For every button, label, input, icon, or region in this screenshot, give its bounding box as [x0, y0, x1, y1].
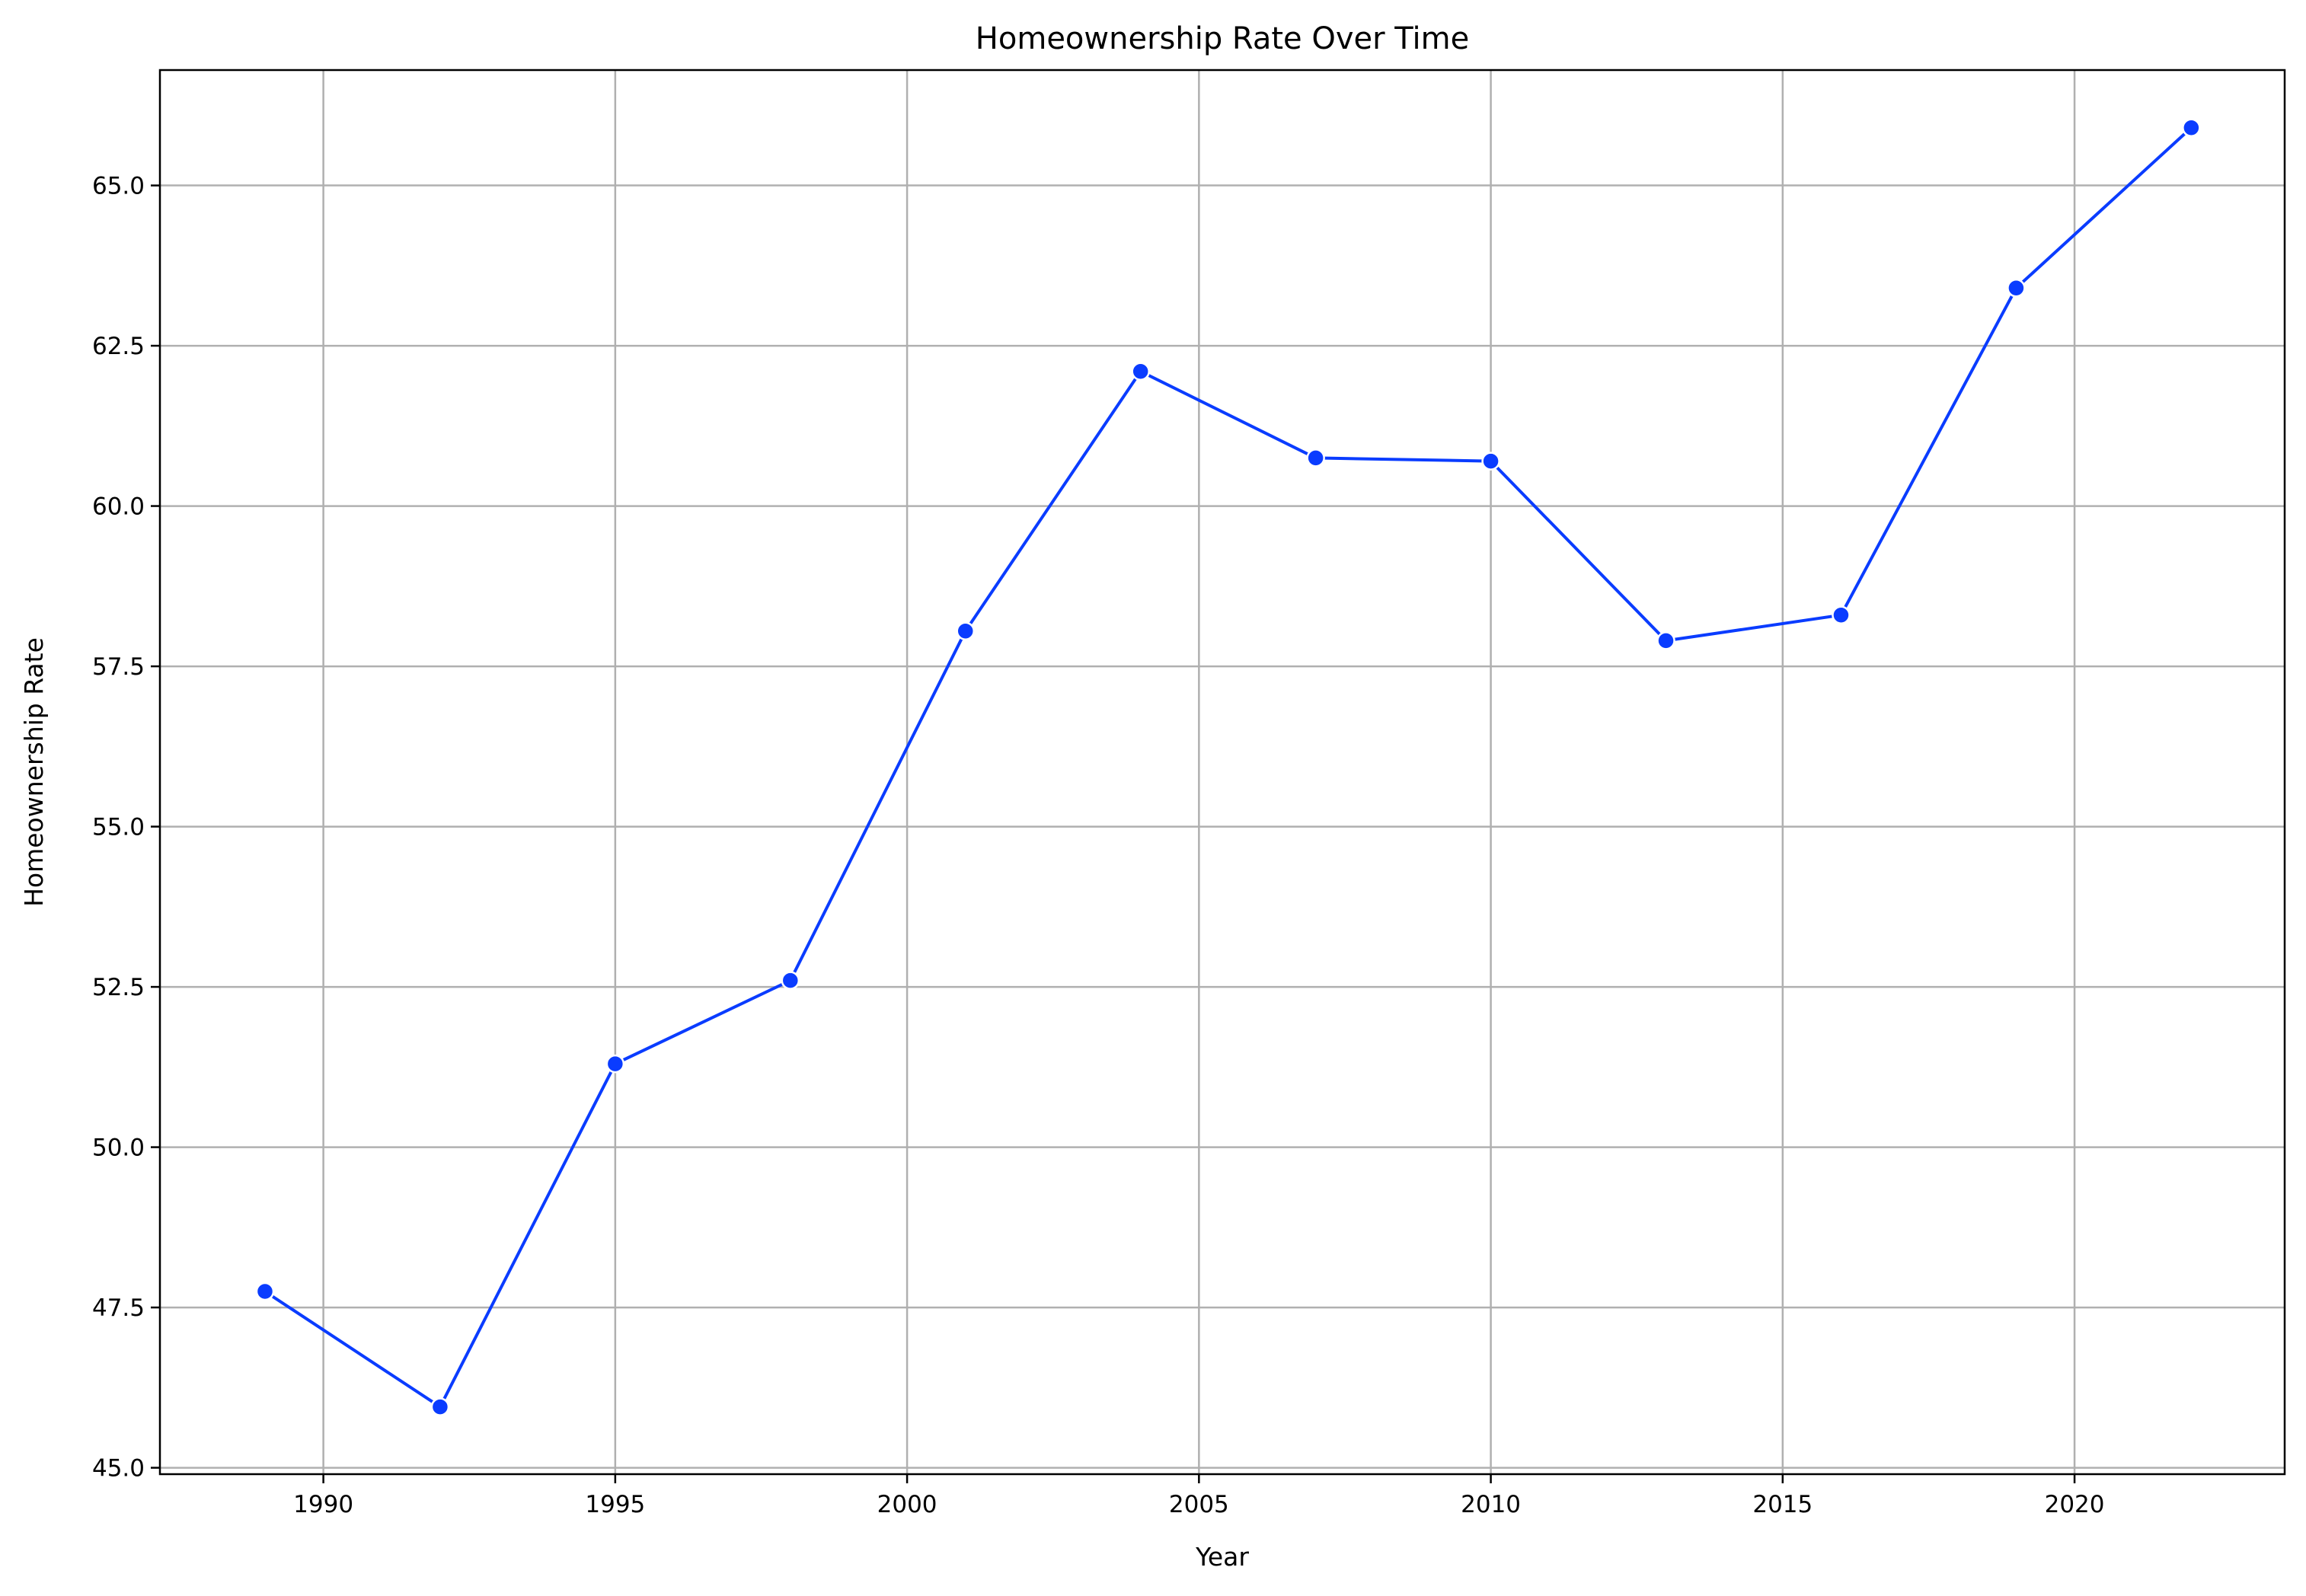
data-point: [430, 1397, 450, 1416]
x-tick-label: 1990: [293, 1491, 353, 1518]
data-point: [1481, 452, 1500, 471]
y-axis-label: Homeownership Rate: [19, 637, 49, 907]
y-tick-label: 57.5: [92, 653, 145, 681]
x-axis-label: Year: [1195, 1542, 1249, 1572]
plot-area-frame: [158, 69, 2286, 1476]
y-tick-label: 60.0: [92, 493, 145, 521]
y-tick-label: 45.0: [92, 1455, 145, 1483]
y-tick-label: 52.5: [92, 974, 145, 1001]
x-tick-label: 2010: [1461, 1491, 1521, 1518]
chart-title: Homeownership Rate Over Time: [976, 21, 1469, 56]
y-tick-label: 50.0: [92, 1135, 145, 1162]
y-tick-label: 62.5: [92, 333, 145, 360]
data-point: [1131, 362, 1150, 381]
data-point: [781, 971, 800, 990]
y-tick-label: 55.0: [92, 814, 145, 841]
x-tick-label: 2020: [2045, 1491, 2105, 1518]
axis-ticks: 1990 1995 2000 2005 2010 2015 2020 45.0 47.5 50.0…: [92, 173, 2105, 1518]
data-point: [956, 621, 975, 641]
x-tick-label: 2015: [1752, 1491, 1813, 1518]
data-point: [255, 1282, 275, 1301]
data-point: [605, 1054, 625, 1074]
series-line: [263, 126, 2193, 1409]
data-point: [1832, 605, 1851, 624]
data-point: [2182, 118, 2201, 138]
y-tick-label: 47.5: [92, 1294, 145, 1322]
data-point: [1306, 448, 1325, 468]
data-point: [2007, 279, 2026, 298]
series-layer: [255, 118, 2201, 1416]
grid: [160, 70, 2285, 1474]
x-tick-label: 2005: [1169, 1491, 1229, 1518]
x-tick-label: 2000: [877, 1491, 937, 1518]
x-tick-label: 1995: [585, 1491, 645, 1518]
data-point: [1656, 631, 1675, 650]
y-tick-label: 65.0: [92, 173, 145, 200]
